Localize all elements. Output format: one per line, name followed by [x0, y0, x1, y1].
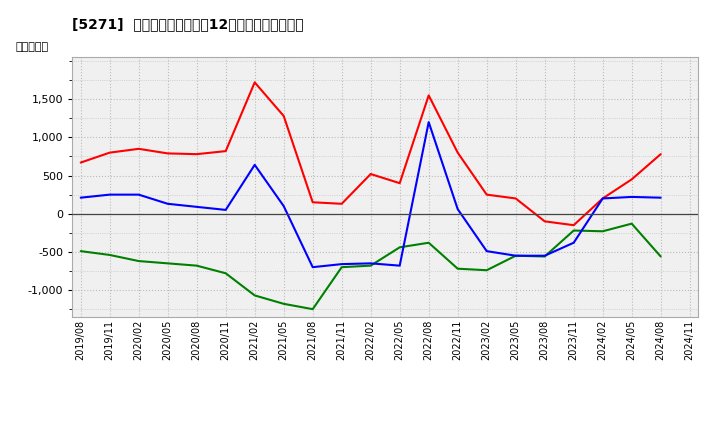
- Text: （百万円）: （百万円）: [16, 42, 49, 52]
- 営業CF: [424, 93, 433, 98]
- フリーCF: [135, 192, 143, 197]
- フリーCF: [76, 195, 85, 200]
- フリーCF: [657, 195, 665, 200]
- 投資CF: [76, 249, 85, 254]
- 投資CF: [221, 271, 230, 276]
- 営業CF: [657, 151, 665, 157]
- フリーCF: [570, 240, 578, 246]
- 投資CF: [598, 229, 607, 234]
- 営業CF: [308, 200, 317, 205]
- 営業CF: [395, 180, 404, 186]
- フリーCF: [192, 204, 201, 209]
- 営業CF: [570, 223, 578, 228]
- フリーCF: [598, 196, 607, 201]
- フリーCF: [279, 203, 288, 209]
- 投資CF: [279, 301, 288, 306]
- Line: フリーCF: フリーCF: [81, 122, 661, 267]
- 営業CF: [279, 114, 288, 119]
- 営業CF: [541, 219, 549, 224]
- 投資CF: [251, 293, 259, 298]
- 投資CF: [395, 245, 404, 250]
- フリーCF: [541, 253, 549, 258]
- 投資CF: [424, 240, 433, 246]
- 営業CF: [221, 148, 230, 154]
- フリーCF: [454, 206, 462, 212]
- 営業CF: [511, 196, 520, 201]
- 投資CF: [366, 263, 375, 268]
- フリーCF: [482, 249, 491, 254]
- 投資CF: [482, 268, 491, 273]
- 営業CF: [251, 80, 259, 85]
- 営業CF: [482, 192, 491, 197]
- 投資CF: [511, 253, 520, 258]
- フリーCF: [221, 207, 230, 213]
- 営業CF: [105, 150, 114, 155]
- 営業CF: [627, 177, 636, 182]
- 投資CF: [192, 263, 201, 268]
- 投資CF: [627, 221, 636, 226]
- 投資CF: [454, 266, 462, 271]
- フリーCF: [338, 261, 346, 267]
- 投資CF: [541, 254, 549, 259]
- 営業CF: [135, 146, 143, 151]
- 投資CF: [163, 261, 172, 266]
- 投資CF: [338, 264, 346, 270]
- フリーCF: [395, 263, 404, 268]
- フリーCF: [627, 194, 636, 200]
- フリーCF: [163, 201, 172, 206]
- フリーCF: [308, 264, 317, 270]
- 営業CF: [366, 171, 375, 176]
- 営業CF: [76, 160, 85, 165]
- フリーCF: [366, 261, 375, 266]
- 営業CF: [163, 151, 172, 156]
- 投資CF: [105, 252, 114, 257]
- Line: 営業CF: 営業CF: [81, 82, 661, 225]
- 投資CF: [570, 228, 578, 233]
- 営業CF: [598, 196, 607, 201]
- Line: 投資CF: 投資CF: [81, 224, 661, 309]
- フリーCF: [251, 162, 259, 168]
- 営業CF: [454, 150, 462, 155]
- 投資CF: [135, 258, 143, 264]
- 営業CF: [338, 201, 346, 206]
- 投資CF: [657, 254, 665, 259]
- 投資CF: [308, 307, 317, 312]
- フリーCF: [424, 119, 433, 125]
- フリーCF: [105, 192, 114, 197]
- Text: [5271]  キャッシュフローの12か月移動合計の推移: [5271] キャッシュフローの12か月移動合計の推移: [72, 18, 304, 32]
- 営業CF: [192, 151, 201, 157]
- フリーCF: [511, 253, 520, 258]
